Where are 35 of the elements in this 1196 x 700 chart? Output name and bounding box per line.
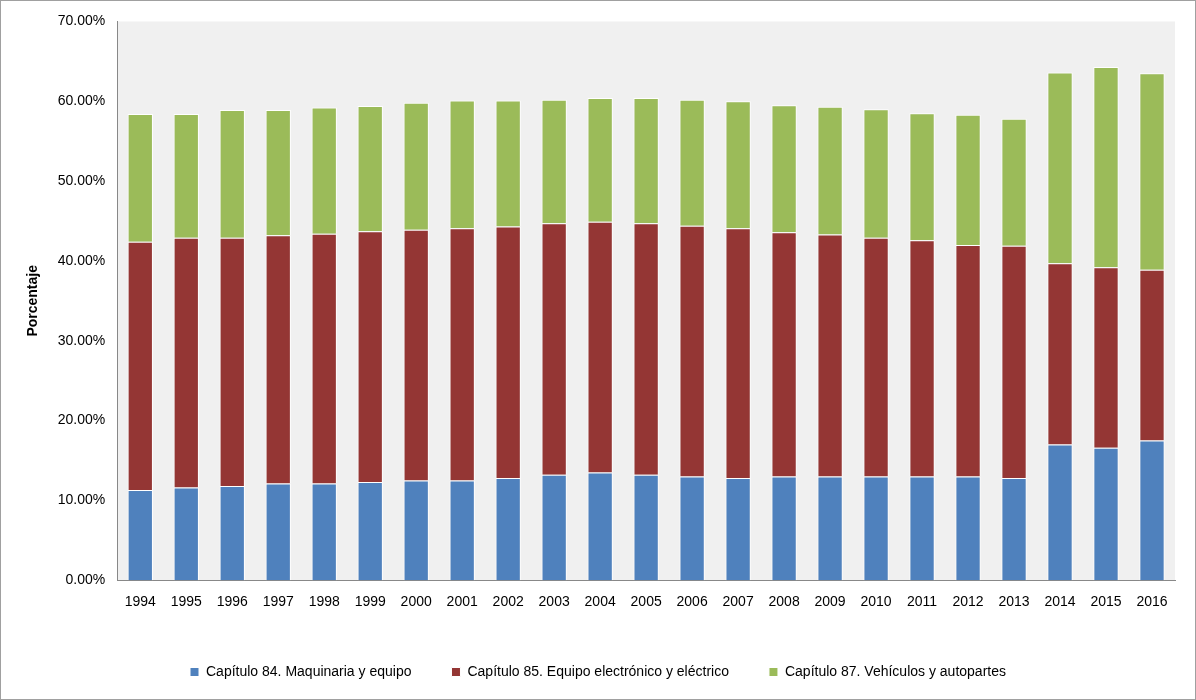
x-tick-label: 2013 [998,593,1030,610]
y-tick-label: 20.00% [57,411,106,428]
x-tick-label: 1994 [124,593,157,610]
x-tick-label: 2005 [630,593,662,610]
x-tick-label: 2007 [722,593,754,610]
x-tick-label: 2006 [676,593,708,610]
x-tick-label: 2015 [1090,593,1122,610]
x-tick-label: 2008 [768,593,800,610]
x-tick-label: 2004 [584,593,616,610]
x-tick-label: 2011 [907,593,938,610]
x-tick-label: 2003 [538,593,570,610]
y-tick-label: 70.00% [57,12,106,29]
x-tick-label: 2002 [492,593,524,610]
x-tick-label: 1995 [170,593,203,610]
x-tick-label: 2001 [446,593,478,610]
legend-label: Capítulo 87. Vehículos y autopartes [784,662,1006,679]
x-tick-label: 1998 [308,593,341,610]
y-tick-label: 40.00% [57,251,106,268]
x-tick-label: 2010 [860,593,892,610]
x-tick-label: 2016 [1136,593,1168,610]
legend-label: Capítulo 85. Equipo electrónico y eléctrico [467,662,730,679]
y-tick-label: 10.00% [57,491,106,508]
y-tick-label: 60.00% [57,92,106,109]
y-tick-label: 50.00% [57,171,106,188]
x-tick-label: 2009 [814,593,846,610]
x-tick-label: 2000 [400,593,432,610]
x-tick-label: 2014 [1044,593,1076,610]
x-tick-label: 1997 [262,593,295,610]
x-tick-label: 2012 [952,593,984,610]
y-tick-label: 30.00% [57,331,106,348]
x-tick-label: 1996 [216,593,249,610]
y-tick-label: 0.00% [65,571,106,588]
legend-label: Capítulo 84. Maquinaria y equipo [206,662,412,679]
x-tick-label: 1999 [354,593,386,610]
y-axis-title: Porcentaje [24,264,41,337]
